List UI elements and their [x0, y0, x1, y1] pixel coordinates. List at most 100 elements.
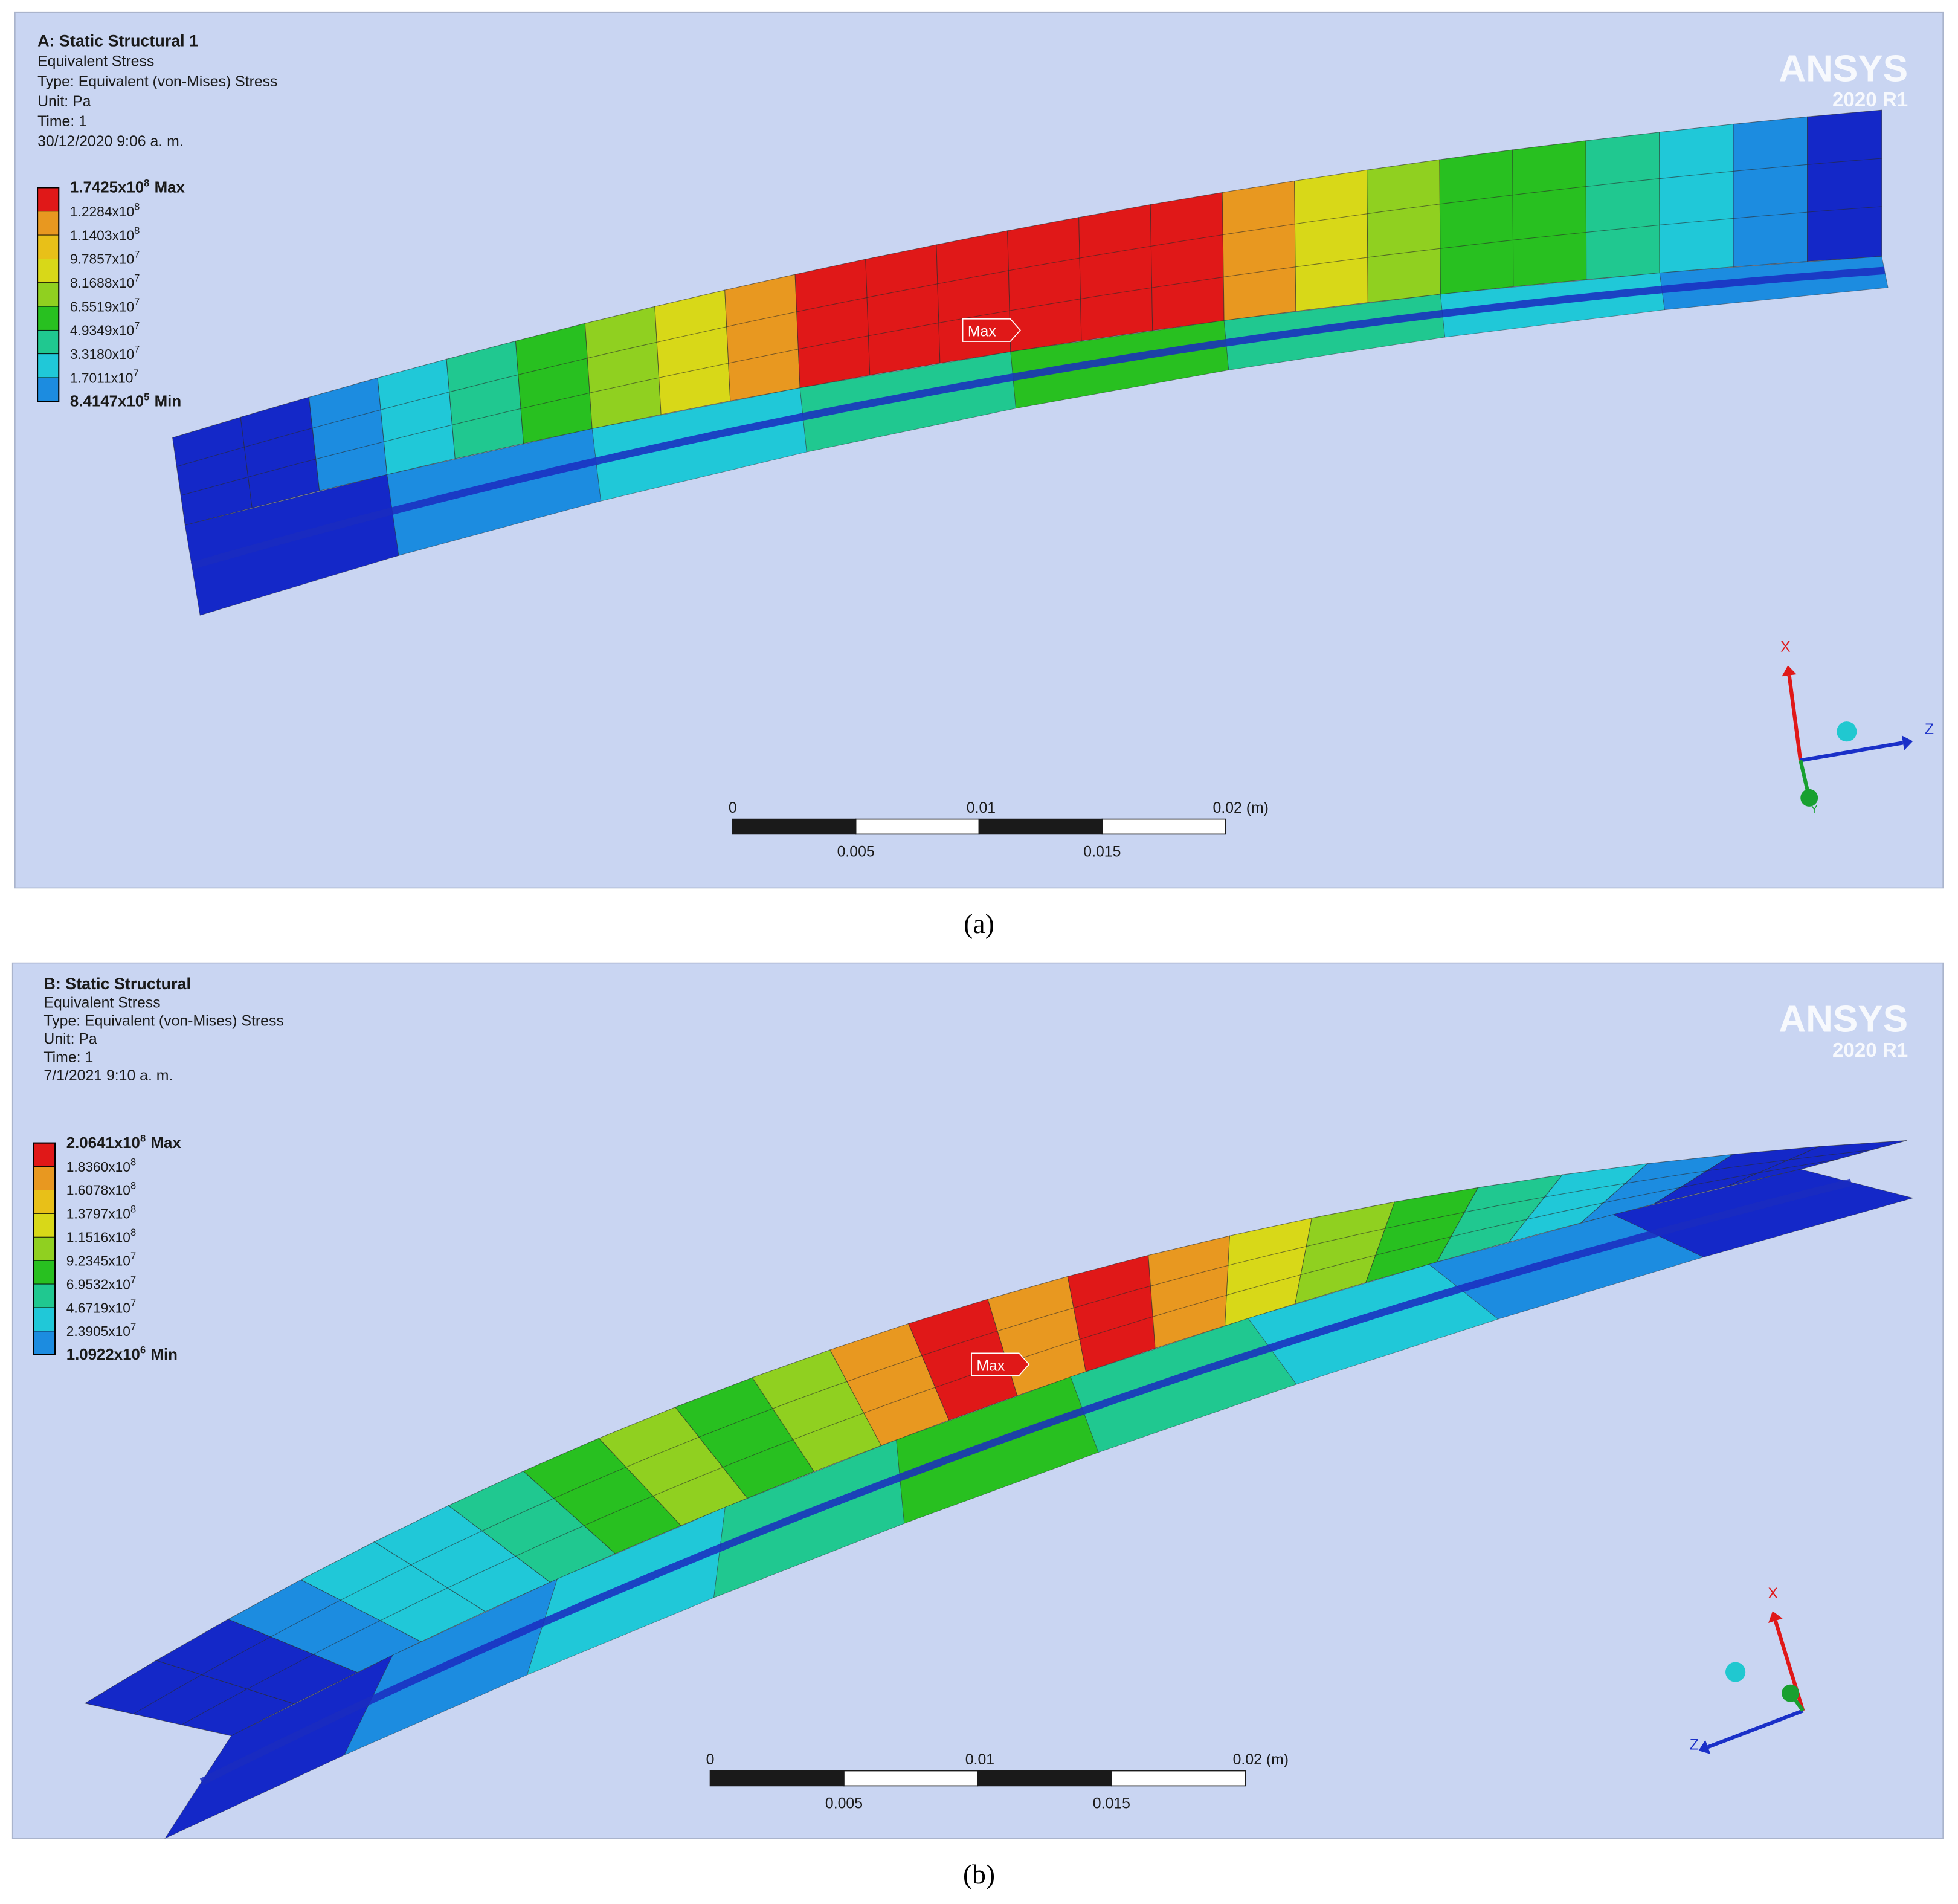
legend-suffix: Min — [150, 1346, 178, 1363]
legend-label: 4.9349x107 — [70, 320, 140, 338]
mesh-line — [176, 158, 1882, 467]
beam-top-face — [1294, 169, 1368, 312]
legend-suffix: Max — [150, 1135, 181, 1152]
panel-caption: (a) — [964, 908, 994, 939]
axis-label: X — [1780, 639, 1791, 655]
beam-top-face — [1512, 140, 1587, 287]
logo-version: 2020 R1 — [1832, 89, 1908, 111]
beam-top-face — [865, 244, 941, 376]
axis-label: X — [1768, 1586, 1778, 1602]
beam-top-face — [446, 340, 524, 459]
legend-label: 1.7011x107 — [70, 367, 139, 386]
axis-ball — [1837, 721, 1857, 742]
legend-exponent: 7 — [134, 296, 140, 308]
legend-band — [37, 282, 59, 307]
axis-y-ball — [1782, 1684, 1800, 1702]
legend-band — [37, 211, 59, 236]
legend-label: 2.0641x108 Max — [66, 1133, 182, 1152]
result-info: Equivalent Stress — [43, 995, 160, 1011]
legend-band — [33, 1143, 56, 1167]
scale-label: 0 — [729, 800, 737, 816]
result-info: Type: Equivalent (von-Mises) Stress — [43, 1013, 283, 1030]
scale-label: 0.005 — [825, 1796, 863, 1812]
legend-band — [33, 1307, 56, 1332]
axis-z-head — [1698, 1740, 1711, 1754]
legend-mantissa: 9.2345x10 — [66, 1253, 130, 1268]
legend-label: 1.1403x108 — [70, 225, 140, 243]
beam-top-face — [308, 377, 388, 491]
beam-top-face — [1659, 123, 1734, 274]
beam-top-face — [377, 358, 456, 476]
legend-mantissa: 6.9532x10 — [66, 1276, 130, 1292]
axis-ball — [1725, 1662, 1746, 1682]
legend-label: 8.4147x105 Min — [70, 391, 181, 410]
legend-exponent: 8 — [134, 201, 140, 213]
axis-label: Y — [1792, 1688, 1799, 1701]
axis-x-head — [1782, 665, 1797, 677]
legend-band — [33, 1213, 56, 1238]
beam-top-face — [1807, 109, 1882, 262]
legend-exponent: 7 — [134, 344, 140, 355]
result-info: Time: 1 — [37, 114, 87, 130]
mesh-line — [133, 1149, 1872, 1715]
beam-top-face — [584, 306, 662, 430]
scale-label: 0.01 — [965, 1752, 994, 1768]
result-info: 30/12/2020 9:06 a. m. — [37, 134, 184, 150]
axis-label: Y — [1811, 802, 1818, 815]
legend-band — [33, 1331, 56, 1355]
legend-exponent: 7 — [130, 1321, 136, 1332]
legend-label: 1.1516x108 — [66, 1227, 136, 1245]
legend-label: 1.8360x108 — [66, 1156, 136, 1174]
legend-exponent: 8 — [130, 1156, 136, 1167]
legend-exponent: 7 — [130, 1274, 136, 1285]
beam-top-face — [1439, 149, 1514, 295]
legend-band — [37, 234, 59, 259]
scale-segment — [732, 818, 857, 835]
scale-label: 0.005 — [837, 844, 875, 860]
legend-suffix: Max — [155, 179, 185, 196]
beam-top-face — [794, 259, 871, 389]
legend-label: 9.2345x107 — [66, 1250, 136, 1268]
legend-mantissa: 8.4147x10 — [70, 393, 144, 410]
result-info: Type: Equivalent (von-Mises) Stress — [37, 74, 277, 90]
legend-label: 4.6719x107 — [66, 1297, 136, 1315]
legend-exponent: 5 — [144, 391, 149, 402]
legend-mantissa: 1.3797x10 — [66, 1206, 130, 1222]
mesh-line — [181, 206, 1882, 496]
legend-mantissa: 1.6078x10 — [66, 1183, 130, 1198]
result-title: B: Static Structural — [43, 975, 191, 993]
beam-top-face — [240, 396, 320, 509]
axis-z — [1800, 741, 1904, 763]
legend-mantissa: 1.0922x10 — [66, 1346, 140, 1363]
neutral-axis-band — [199, 1178, 1852, 1786]
legend-mantissa: 1.1516x10 — [66, 1230, 130, 1245]
beam-top-face — [1078, 204, 1153, 341]
scale-label: 0.01 — [967, 800, 996, 816]
beam-top-face — [936, 230, 1011, 364]
legend-exponent: 8 — [130, 1227, 136, 1238]
scale-segment — [855, 818, 980, 835]
legend-exponent: 7 — [134, 248, 140, 260]
legend-band — [33, 1260, 56, 1285]
axis-label: Z — [1925, 721, 1934, 738]
neutral-axis-band — [190, 266, 1885, 570]
legend-band — [33, 1283, 56, 1308]
legend-exponent: 7 — [130, 1250, 136, 1262]
panel-caption: (b) — [963, 1859, 995, 1889]
result-info: 7/1/2021 9:10 a. m. — [43, 1068, 173, 1084]
probe-label: Max — [976, 1358, 1005, 1374]
legend-label: 1.2284x108 — [70, 201, 140, 219]
scale-label: 0.015 — [1083, 844, 1121, 860]
axis-label: Z — [1690, 1737, 1699, 1753]
scale-segment — [843, 1770, 979, 1787]
probe-flag — [971, 1352, 1030, 1376]
axis-y-ball — [1800, 789, 1818, 807]
legend-label: 2.3905x107 — [66, 1321, 136, 1339]
scale-segment — [978, 818, 1103, 835]
legend-band — [37, 187, 59, 212]
legend-mantissa: 2.3905x10 — [66, 1323, 130, 1339]
beam-top-face — [1222, 180, 1296, 321]
legend-band — [37, 329, 59, 355]
legend-exponent: 8 — [134, 225, 140, 236]
beam-top-face — [1733, 116, 1808, 268]
